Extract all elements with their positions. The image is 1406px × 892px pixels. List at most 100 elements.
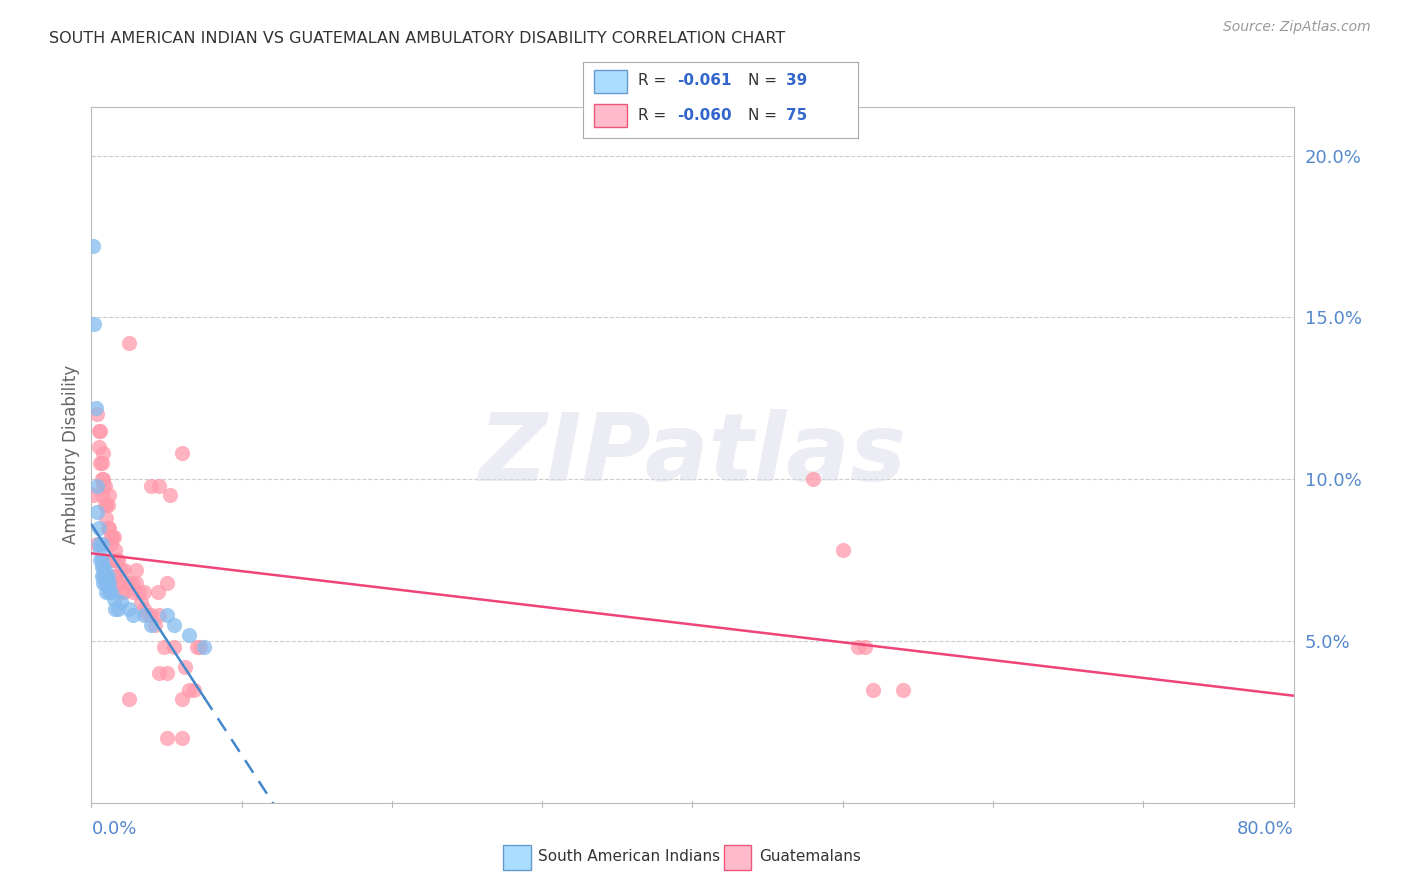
Point bbox=[129, 595, 152, 609]
Point bbox=[98, 521, 121, 535]
Point bbox=[94, 498, 117, 512]
Point bbox=[97, 498, 120, 512]
Point bbox=[177, 682, 200, 697]
Text: -0.061: -0.061 bbox=[676, 73, 731, 88]
Y-axis label: Ambulatory Disability: Ambulatory Disability bbox=[62, 366, 80, 544]
Point bbox=[100, 585, 122, 599]
Point bbox=[114, 585, 136, 599]
Point bbox=[90, 559, 112, 574]
Point bbox=[104, 601, 127, 615]
Point bbox=[110, 563, 132, 577]
Bar bbox=[595, 70, 627, 93]
Point bbox=[177, 627, 200, 641]
Point bbox=[141, 608, 163, 623]
Text: South American Indians: South American Indians bbox=[538, 849, 721, 863]
Point bbox=[96, 569, 118, 583]
Point bbox=[148, 666, 170, 681]
Point bbox=[96, 575, 118, 590]
Point bbox=[89, 553, 111, 567]
Point bbox=[87, 521, 110, 535]
Point bbox=[90, 456, 112, 470]
Text: N =: N = bbox=[748, 108, 782, 123]
Point bbox=[96, 585, 118, 599]
Point bbox=[105, 575, 128, 590]
Point bbox=[122, 608, 145, 623]
Point bbox=[183, 682, 205, 697]
Point bbox=[100, 537, 122, 551]
Text: Source: ZipAtlas.com: Source: ZipAtlas.com bbox=[1223, 20, 1371, 34]
Point bbox=[94, 575, 117, 590]
Point bbox=[94, 563, 117, 577]
Point bbox=[193, 640, 215, 655]
Point bbox=[118, 336, 141, 351]
Point bbox=[155, 575, 177, 590]
Point bbox=[101, 531, 124, 545]
Point bbox=[152, 640, 174, 655]
Text: -0.060: -0.060 bbox=[676, 108, 731, 123]
Point bbox=[121, 575, 143, 590]
Point bbox=[96, 498, 118, 512]
Point bbox=[86, 504, 108, 518]
Point bbox=[97, 521, 120, 535]
Point bbox=[93, 478, 115, 492]
Point bbox=[89, 424, 111, 438]
Point bbox=[125, 563, 148, 577]
Text: ZIPatlas: ZIPatlas bbox=[478, 409, 907, 501]
Point bbox=[101, 553, 124, 567]
Point bbox=[96, 511, 118, 525]
Point bbox=[90, 553, 112, 567]
Point bbox=[114, 563, 136, 577]
Point bbox=[186, 640, 208, 655]
Text: N =: N = bbox=[748, 73, 782, 88]
Point bbox=[891, 682, 914, 697]
Point bbox=[86, 478, 108, 492]
Point bbox=[103, 591, 125, 606]
Point bbox=[110, 585, 132, 599]
Point bbox=[90, 488, 112, 502]
Point bbox=[97, 579, 120, 593]
Point bbox=[89, 456, 111, 470]
Point bbox=[141, 478, 163, 492]
Point bbox=[87, 424, 110, 438]
Point bbox=[146, 585, 169, 599]
Point bbox=[159, 488, 181, 502]
Point bbox=[118, 692, 141, 706]
Point bbox=[163, 640, 186, 655]
Point bbox=[132, 601, 155, 615]
Point bbox=[155, 608, 177, 623]
Text: 80.0%: 80.0% bbox=[1237, 820, 1294, 838]
Text: SOUTH AMERICAN INDIAN VS GUATEMALAN AMBULATORY DISABILITY CORRELATION CHART: SOUTH AMERICAN INDIAN VS GUATEMALAN AMBU… bbox=[49, 31, 786, 46]
Point bbox=[163, 617, 186, 632]
Point bbox=[170, 692, 193, 706]
Point bbox=[118, 575, 141, 590]
Point bbox=[90, 569, 112, 583]
Point bbox=[103, 553, 125, 567]
Text: R =: R = bbox=[638, 108, 672, 123]
Point bbox=[128, 585, 150, 599]
Point bbox=[93, 559, 115, 574]
Point bbox=[93, 446, 115, 460]
Point bbox=[87, 537, 110, 551]
Point bbox=[188, 640, 211, 655]
Point bbox=[93, 575, 115, 590]
Point bbox=[104, 569, 127, 583]
Point bbox=[143, 617, 166, 632]
Point bbox=[155, 666, 177, 681]
Point bbox=[105, 553, 128, 567]
Point bbox=[89, 543, 111, 558]
Point bbox=[132, 585, 155, 599]
Point bbox=[83, 317, 105, 331]
Point bbox=[148, 608, 170, 623]
Bar bbox=[503, 846, 530, 870]
Point bbox=[87, 440, 110, 454]
Point bbox=[86, 537, 108, 551]
Point bbox=[83, 488, 105, 502]
Point bbox=[173, 660, 195, 674]
Point bbox=[853, 640, 876, 655]
Point bbox=[98, 575, 121, 590]
Point bbox=[170, 446, 193, 460]
Text: R =: R = bbox=[638, 73, 672, 88]
Point bbox=[110, 595, 132, 609]
Point bbox=[97, 569, 120, 583]
Point bbox=[107, 553, 129, 567]
